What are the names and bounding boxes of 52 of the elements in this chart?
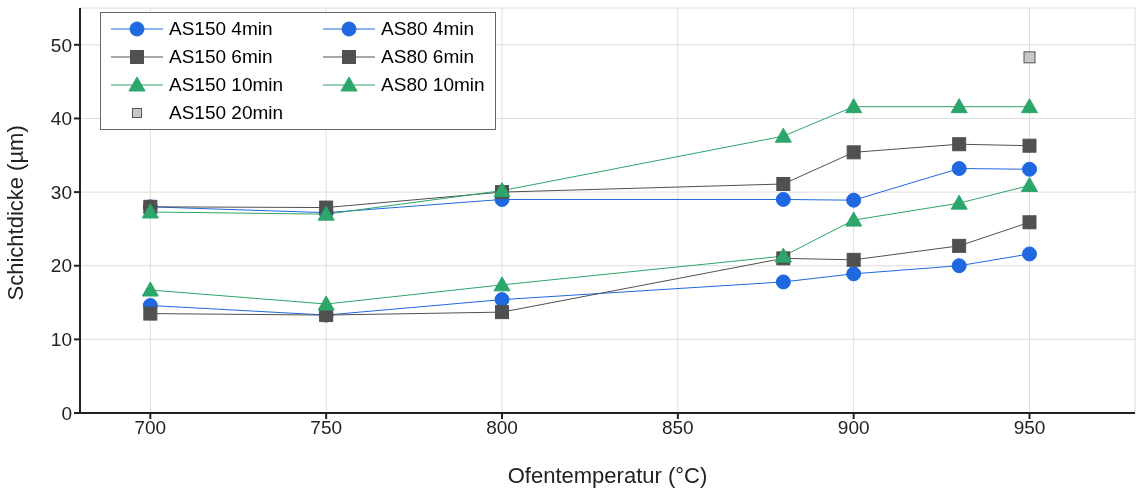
point bbox=[1022, 215, 1037, 230]
y-tick-label: 0 bbox=[61, 402, 72, 424]
legend-label: AS80 10min bbox=[381, 74, 485, 96]
point bbox=[845, 98, 863, 114]
point bbox=[774, 247, 792, 263]
legend-label: AS80 6min bbox=[381, 46, 475, 68]
y-tick-label: 10 bbox=[50, 329, 72, 351]
x-tick-label: 950 bbox=[1013, 417, 1046, 439]
y-tick-label: 50 bbox=[50, 34, 72, 56]
point bbox=[775, 191, 791, 207]
point bbox=[846, 192, 862, 208]
point bbox=[494, 292, 510, 308]
point bbox=[952, 238, 967, 253]
legend-label: AS150 20min bbox=[169, 102, 284, 124]
point bbox=[1021, 176, 1038, 192]
point bbox=[951, 161, 967, 177]
point bbox=[950, 98, 968, 114]
point bbox=[1021, 98, 1038, 114]
point bbox=[1022, 138, 1037, 153]
point bbox=[776, 176, 791, 191]
point bbox=[775, 274, 791, 290]
y-tick-label: 30 bbox=[50, 181, 72, 203]
x-tick-label: 850 bbox=[661, 417, 694, 439]
point bbox=[846, 145, 861, 160]
point bbox=[774, 127, 792, 143]
point bbox=[141, 281, 159, 297]
legend-label: AS80 4min bbox=[381, 18, 475, 40]
y-axis-title: Schichtdicke (µm) bbox=[2, 125, 28, 301]
point bbox=[952, 137, 967, 152]
legend-label: AS150 10min bbox=[169, 74, 284, 96]
x-tick-label: 800 bbox=[486, 417, 518, 439]
point bbox=[493, 276, 511, 292]
x-tick-label: 750 bbox=[310, 417, 343, 439]
point bbox=[1023, 51, 1036, 64]
x-axis-title: Ofentemperatur (°C) bbox=[507, 463, 708, 488]
x-tick-label: 900 bbox=[837, 417, 870, 439]
point bbox=[845, 211, 863, 227]
point bbox=[317, 295, 335, 311]
point bbox=[846, 252, 861, 267]
legend-label: AS150 6min bbox=[169, 46, 273, 68]
y-tick-label: 20 bbox=[50, 255, 72, 277]
point bbox=[846, 266, 862, 282]
point bbox=[143, 306, 158, 321]
point bbox=[141, 203, 159, 219]
point bbox=[495, 305, 509, 320]
point bbox=[951, 258, 967, 274]
y-tick-label: 40 bbox=[50, 108, 72, 130]
legend-label: AS150 4min bbox=[169, 18, 273, 40]
point bbox=[1022, 246, 1037, 262]
point bbox=[950, 194, 968, 210]
x-tick-label: 700 bbox=[134, 417, 167, 439]
point bbox=[1022, 161, 1037, 177]
